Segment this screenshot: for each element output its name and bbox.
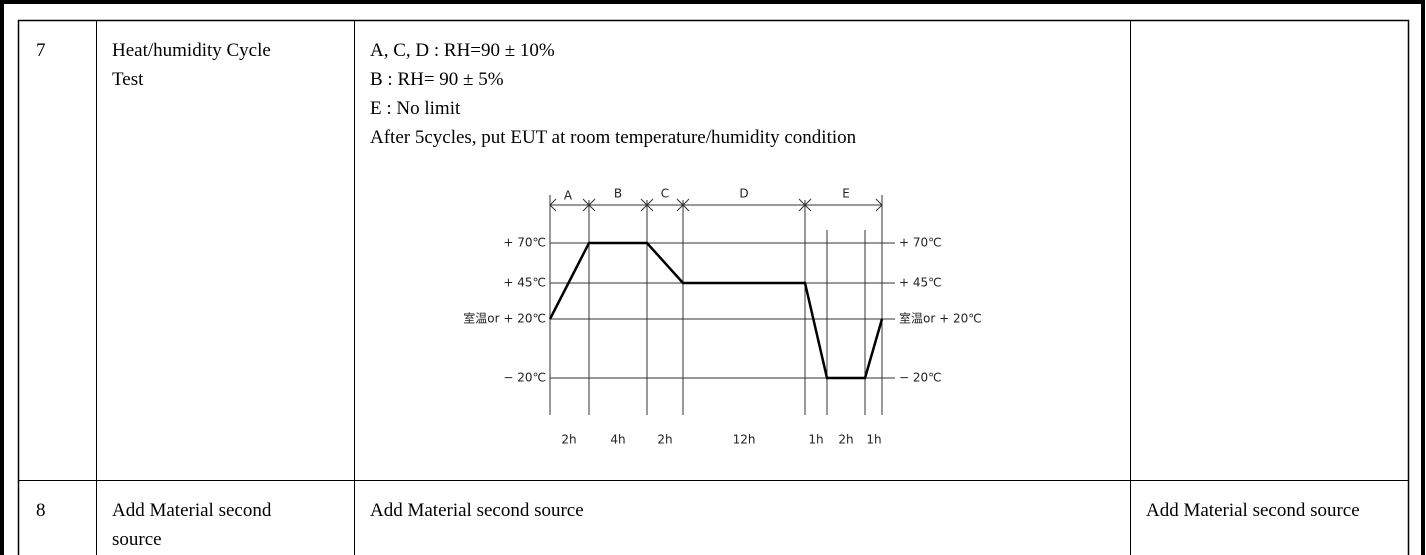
duration: 2h bbox=[657, 433, 672, 447]
temp-label: + 70℃ bbox=[503, 236, 546, 250]
item: Add Material second source bbox=[112, 500, 272, 550]
duration: 2h bbox=[561, 433, 576, 447]
duration: 1h bbox=[866, 433, 881, 447]
segment: D bbox=[739, 187, 748, 201]
temp-label: 室温or + 20℃ bbox=[899, 311, 982, 326]
segment: C bbox=[661, 187, 669, 201]
duration: 4h bbox=[610, 433, 625, 447]
table-border bbox=[17, 19, 1410, 555]
row-no: 7 bbox=[36, 40, 46, 61]
condition-line: B : RH= 90 ± 5% bbox=[370, 69, 504, 90]
temp-label: − 20℃ bbox=[899, 371, 942, 385]
temp-label: + 70℃ bbox=[899, 236, 942, 250]
diagram bbox=[548, 195, 895, 415]
condition-line: E : No limit bbox=[370, 98, 461, 119]
segment: B bbox=[614, 187, 622, 201]
condition-line: Add Material second source bbox=[370, 500, 584, 521]
segment: A bbox=[564, 189, 573, 203]
temp-label: + 45℃ bbox=[899, 276, 942, 290]
condition-line: After 5cycles, put EUT at room temperatu… bbox=[370, 127, 857, 148]
duration: 1h bbox=[808, 433, 823, 447]
remark: Add Material second source bbox=[1146, 500, 1360, 521]
temp-label: + 45℃ bbox=[503, 276, 546, 290]
segment: E bbox=[842, 187, 850, 201]
duration: 12h bbox=[733, 433, 756, 447]
temp-label: − 20℃ bbox=[503, 371, 546, 385]
duration: 2h bbox=[838, 433, 853, 447]
temp-label: 室温or + 20℃ bbox=[463, 311, 546, 326]
row-no: 8 bbox=[36, 500, 46, 521]
condition-line: A, C, D : RH=90 ± 10% bbox=[370, 40, 555, 61]
item: Heat/humidity Cycle Test bbox=[112, 40, 271, 90]
